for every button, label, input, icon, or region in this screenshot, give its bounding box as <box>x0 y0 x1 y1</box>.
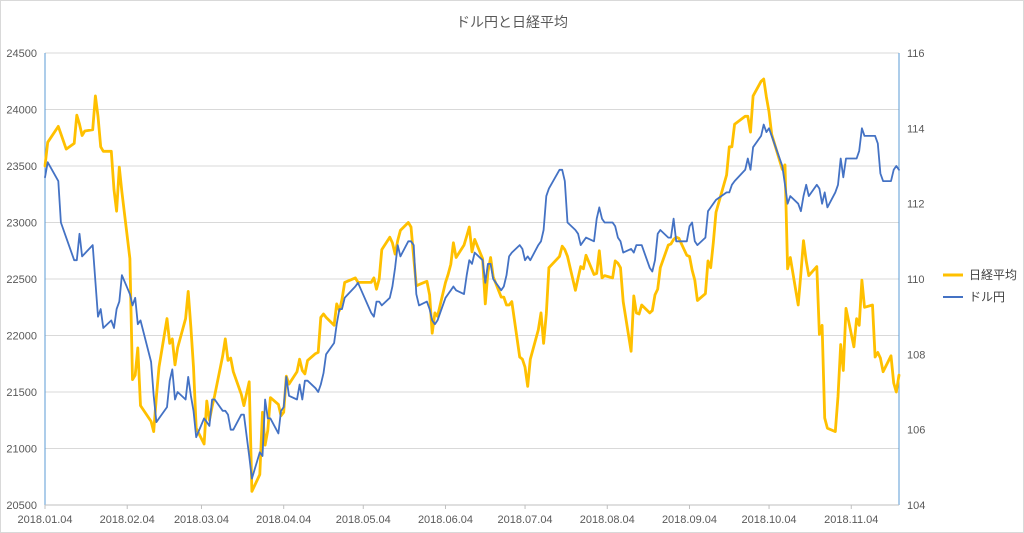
y-right-tick-label: 112 <box>907 199 925 211</box>
x-tick-label: 2018.05.04 <box>336 514 391 526</box>
y-left-tick-label: 21500 <box>6 387 37 399</box>
y-left-tick-label: 24000 <box>6 105 37 117</box>
y-left-tick-label: 21000 <box>6 444 37 456</box>
y-left-tick-label: 24500 <box>6 48 37 60</box>
series-line-nikkei <box>43 77 901 493</box>
series-lines <box>43 77 901 493</box>
legend: 日経平均 ドル円 <box>943 268 1017 304</box>
y-left-tick-label: 20500 <box>6 500 37 512</box>
x-tick-label: 2018.08.04 <box>580 514 635 526</box>
y-right-tick-label: 116 <box>907 48 925 60</box>
legend-label-nikkei: 日経平均 <box>969 268 1017 282</box>
x-tick-label: 2018.07.04 <box>498 514 553 526</box>
x-tick-label: 2018.11.04 <box>824 514 878 526</box>
axes <box>44 53 900 509</box>
series-line-usdjpy <box>44 123 900 480</box>
y-right-tick-label: 104 <box>907 500 925 512</box>
legend-label-usdjpy: ドル円 <box>969 290 1005 304</box>
y-right-tick-label: 114 <box>907 123 925 135</box>
y-axis-left-ticks: 20500 21000 21500 22000 22500 23000 23500 24000… <box>6 48 37 512</box>
y-left-tick-label: 22000 <box>6 331 37 343</box>
x-axis-ticks: 2018.01.04 2018.02.04 2018.03.04 2018.04.04… <box>17 514 878 526</box>
y-left-tick-label: 22500 <box>6 274 37 286</box>
chart-title: ドル円と日経平均 <box>456 15 568 31</box>
x-tick-label: 2018.01.04 <box>17 514 72 526</box>
x-tick-label: 2018.10.04 <box>742 514 797 526</box>
y-axis-right-ticks: 104 106 108 110 112 114 116 <box>907 48 925 512</box>
x-tick-label: 2018.03.04 <box>174 514 229 526</box>
y-right-tick-label: 106 <box>907 425 925 437</box>
y-right-tick-label: 108 <box>907 349 925 361</box>
y-left-tick-label: 23500 <box>6 161 37 173</box>
x-tick-label: 2018.04.04 <box>256 514 311 526</box>
x-tick-label: 2018.09.04 <box>662 514 717 526</box>
x-tick-label: 2018.06.04 <box>418 514 473 526</box>
x-tick-label: 2018.02.04 <box>100 514 155 526</box>
y-left-tick-label: 23000 <box>6 218 37 230</box>
y-right-tick-label: 110 <box>907 274 925 286</box>
